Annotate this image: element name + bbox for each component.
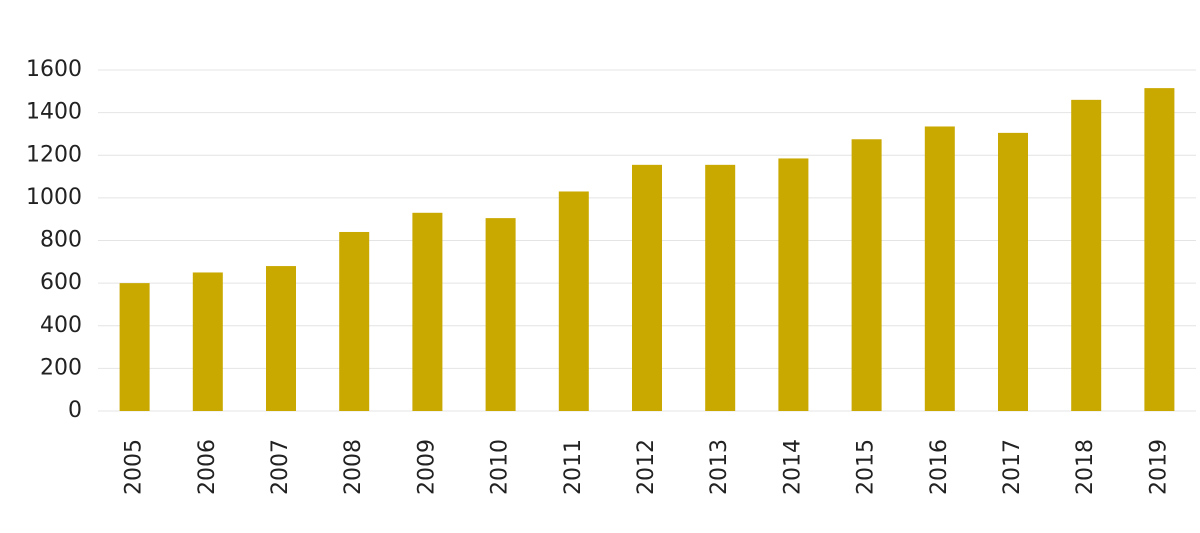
- x-tick-label: 2018: [1073, 439, 1098, 495]
- x-tick-label: 2019: [1146, 439, 1171, 495]
- bar: [558, 191, 589, 411]
- y-tick-label: 1200: [26, 142, 82, 167]
- bar: [851, 139, 882, 411]
- bar: [778, 158, 809, 411]
- y-tick-label: 800: [40, 228, 82, 253]
- bar: [412, 212, 443, 411]
- y-tick-label: 1600: [26, 57, 82, 82]
- bar: [339, 231, 370, 411]
- bar: [632, 164, 662, 411]
- bar: [119, 283, 150, 411]
- x-tick-label: 2010: [488, 439, 513, 495]
- x-tick-label: 2007: [268, 439, 293, 495]
- bar: [998, 132, 1028, 411]
- y-tick-label: 0: [68, 398, 82, 423]
- x-tick-label: 2014: [780, 439, 805, 495]
- bar: [192, 272, 223, 411]
- x-tick-label: 2009: [414, 439, 439, 495]
- x-tick-label: 2008: [341, 439, 366, 495]
- bar: [485, 218, 516, 411]
- y-tick-label: 600: [40, 270, 82, 295]
- bar: [1071, 99, 1102, 412]
- x-tick-label: 2016: [927, 439, 952, 495]
- bar: [705, 164, 736, 411]
- x-tick-label: 2012: [634, 439, 659, 495]
- x-tick-label: 2013: [707, 439, 732, 495]
- bar: [924, 126, 955, 412]
- x-tick-label: 2005: [122, 439, 147, 495]
- y-tick-label: 400: [40, 313, 82, 338]
- x-tick-label: 2015: [854, 439, 879, 495]
- x-tick-label: 2006: [195, 439, 220, 495]
- x-tick-label: 2017: [1000, 439, 1025, 495]
- y-tick-label: 200: [40, 355, 82, 380]
- bar: [266, 266, 296, 411]
- y-tick-label: 1000: [26, 185, 82, 210]
- bar: [1144, 88, 1175, 411]
- x-tick-label: 2011: [561, 439, 586, 495]
- y-tick-label: 1400: [26, 100, 82, 125]
